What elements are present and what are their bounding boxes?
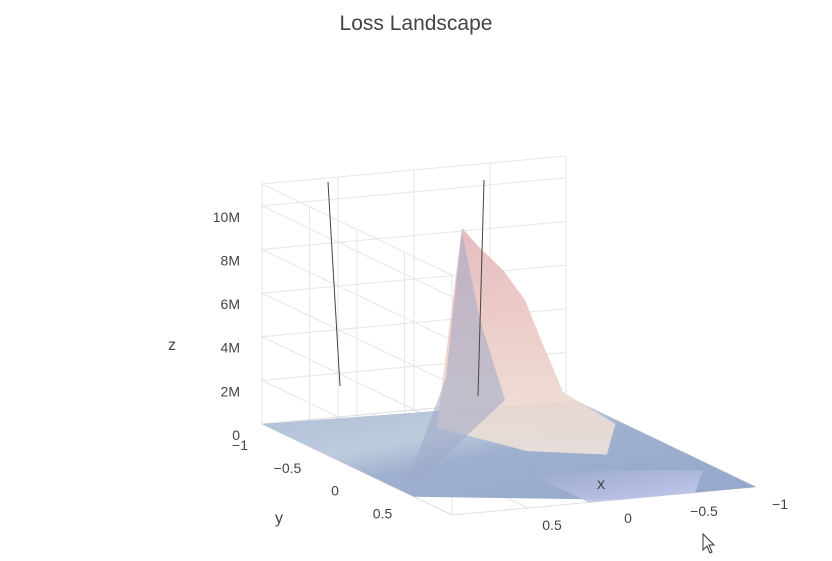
z-tick-label: 10M — [213, 209, 240, 225]
z-tick-label: 0 — [232, 427, 240, 443]
z-tick-label: 4M — [221, 340, 240, 356]
surface-fold — [405, 232, 505, 488]
loss-surface — [262, 228, 756, 503]
x-tick-label: 0.5 — [542, 517, 562, 533]
axis-spike — [477, 179, 485, 397]
grid-line — [260, 155, 567, 276]
x-axis-title: x — [597, 476, 605, 493]
grid-line — [260, 220, 567, 341]
axis-lines — [327, 179, 485, 397]
axis-spike — [327, 181, 341, 387]
y-tick-label: −0.5 — [274, 460, 302, 476]
y-axis-title: y — [275, 510, 283, 527]
tick-labels: 0 2M 4M 6M 8M 10M −1 −0.5 0 0.5 −1 −0.5 0 0.5 z y x — [168, 209, 788, 533]
x-tick-label: −0.5 — [690, 503, 718, 519]
z-tick-label: 8M — [221, 252, 240, 268]
y-tick-label: 0 — [331, 483, 339, 499]
y-tick-label: 0.5 — [373, 505, 393, 521]
chart-title: Loss Landscape — [339, 12, 493, 35]
z-tick-label: 2M — [221, 383, 240, 399]
y-tick-label: −1 — [232, 437, 248, 453]
mouse-cursor-icon — [702, 533, 716, 554]
x-tick-label: −1 — [772, 496, 788, 512]
x-tick-label: 0 — [624, 510, 632, 526]
surface-dip — [522, 470, 703, 503]
z-axis-title: z — [168, 337, 176, 354]
z-tick-label: 6M — [221, 296, 240, 312]
grid-line — [260, 177, 567, 298]
